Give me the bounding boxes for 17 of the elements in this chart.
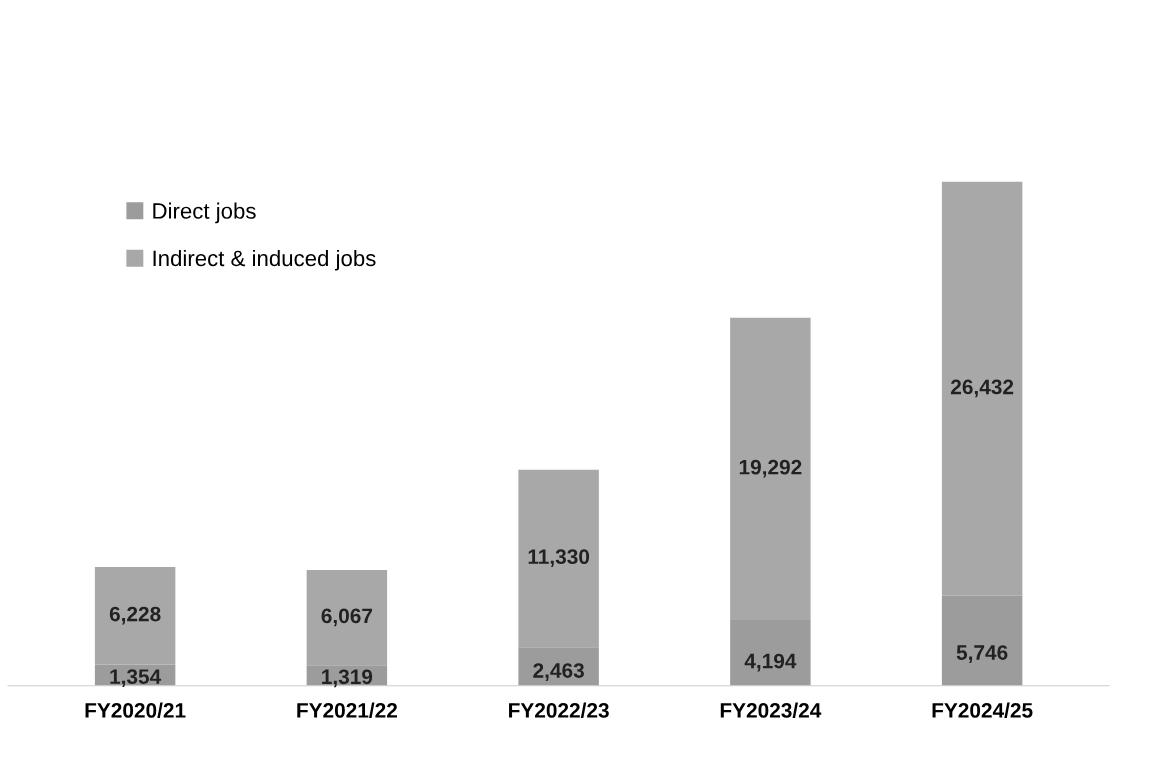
x-tick-label: FY2021/22 — [297, 702, 398, 718]
data-label: 11,330 — [528, 549, 590, 568]
data-label: 2,463 — [533, 663, 584, 681]
data-label: 19,292 — [739, 459, 802, 478]
data-label: 6,228 — [109, 606, 161, 625]
x-tick-label: FY2024/25 — [932, 702, 1033, 718]
x-tick-label: FY2023/24 — [720, 702, 822, 718]
data-label: 1,319 — [322, 669, 373, 688]
data-label: 1,354 — [110, 669, 162, 687]
data-label: 4,194 — [744, 653, 797, 672]
data-label: 6,067 — [321, 608, 373, 627]
x-tick-label: FY2020/21 — [85, 702, 186, 718]
legend-label: Indirect & induced jobs — [153, 249, 376, 271]
legend-label: Direct jobs — [153, 202, 256, 224]
data-label: 26,432 — [951, 379, 1014, 398]
x-tick-label: FY2022/23 — [509, 702, 609, 718]
data-label: 5,746 — [956, 645, 1008, 663]
